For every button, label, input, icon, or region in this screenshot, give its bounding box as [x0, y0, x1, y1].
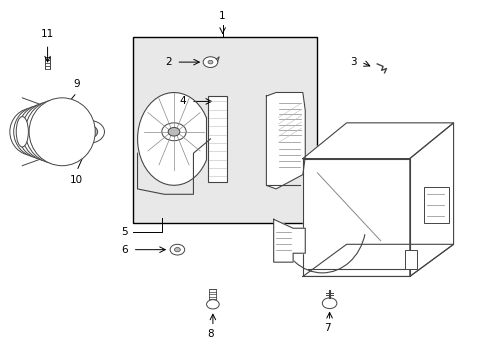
- Text: 6: 6: [121, 245, 127, 255]
- Bar: [207, 96, 227, 182]
- Bar: [424, 187, 448, 223]
- Circle shape: [206, 300, 219, 309]
- Polygon shape: [266, 93, 305, 189]
- Polygon shape: [302, 158, 409, 276]
- Polygon shape: [302, 244, 453, 276]
- Text: 8: 8: [207, 329, 213, 339]
- Circle shape: [80, 125, 98, 138]
- Ellipse shape: [25, 100, 87, 164]
- Text: 9: 9: [73, 79, 80, 89]
- Text: 7: 7: [323, 323, 330, 333]
- Circle shape: [73, 120, 104, 143]
- Polygon shape: [302, 123, 453, 158]
- Text: 1: 1: [219, 11, 225, 21]
- Text: 3: 3: [349, 57, 356, 67]
- Text: 4: 4: [179, 96, 186, 107]
- Circle shape: [203, 57, 217, 67]
- Ellipse shape: [21, 102, 80, 162]
- Text: 10: 10: [70, 175, 83, 185]
- Ellipse shape: [16, 117, 28, 147]
- Ellipse shape: [10, 108, 56, 156]
- Polygon shape: [409, 123, 453, 276]
- Ellipse shape: [18, 104, 72, 159]
- Text: 11: 11: [41, 29, 54, 39]
- Circle shape: [322, 298, 336, 309]
- Circle shape: [170, 244, 184, 255]
- Circle shape: [174, 248, 180, 252]
- Bar: [132, 37, 317, 223]
- Ellipse shape: [14, 106, 64, 158]
- Polygon shape: [273, 219, 305, 262]
- Circle shape: [168, 127, 180, 136]
- Circle shape: [207, 60, 212, 64]
- Bar: [404, 249, 416, 269]
- Ellipse shape: [29, 98, 95, 166]
- Text: 5: 5: [121, 227, 127, 237]
- Polygon shape: [137, 93, 206, 185]
- Text: 2: 2: [164, 57, 171, 67]
- Circle shape: [162, 123, 186, 141]
